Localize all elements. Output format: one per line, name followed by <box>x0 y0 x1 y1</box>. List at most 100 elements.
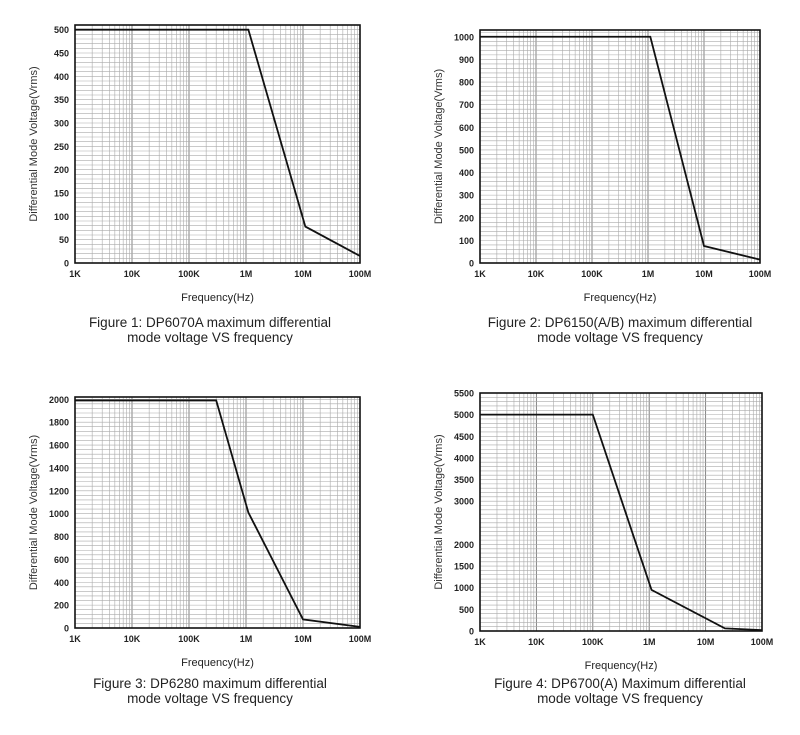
x-tick-label: 100K <box>178 269 200 279</box>
grid <box>479 392 762 632</box>
y-tick-label: 100 <box>459 236 474 246</box>
chart-2: 0 100 200 300 400 500 600 700 800 900 1000 1K 10K 100… <box>433 29 772 304</box>
y-tick-label: 450 <box>54 49 69 59</box>
x-tick-label: 10M <box>294 269 312 279</box>
y-tick-label: 1200 <box>49 486 69 496</box>
y-axis-label: Differential Mode Voltage(Vrms) <box>28 435 40 590</box>
y-tick-label: 1500 <box>454 562 474 572</box>
x-tick-label: 1M <box>642 269 655 279</box>
plot-frame <box>479 29 761 264</box>
x-tick-label: 1K <box>69 634 81 644</box>
series-line <box>75 28 361 257</box>
x-tick-label: 1K <box>69 269 81 279</box>
y-tick-label: 300 <box>459 191 474 201</box>
caption-line: mode voltage VS frequency <box>537 691 703 706</box>
y-tick-label: 400 <box>54 72 69 82</box>
y-tick-label: 200 <box>459 213 474 223</box>
y-tick-label: 100 <box>54 212 69 222</box>
caption-line: Figure 4: DP6700(A) Maximum differential <box>494 676 746 691</box>
y-tick-label: 0 <box>469 627 474 637</box>
y-tick-label: 1000 <box>49 509 69 519</box>
x-tick-label: 1K <box>474 637 486 647</box>
x-axis-label: Frequency(Hz) <box>584 292 657 304</box>
x-tick-label: 1K <box>474 269 486 279</box>
series-line <box>480 35 761 261</box>
caption-line: Figure 1: DP6070A maximum differential <box>88 315 332 330</box>
x-tick-label: 1M <box>240 269 253 279</box>
y-tick-label: 0 <box>64 259 69 269</box>
y-tick-label: 2000 <box>49 395 69 405</box>
y-tick-label: 0 <box>469 259 474 269</box>
y-axis-label: Differential Mode Voltage(Vrms) <box>433 69 445 224</box>
x-tick-label: 10M <box>695 269 713 279</box>
caption-line: mode voltage VS frequency <box>127 691 293 706</box>
y-tick-label: 500 <box>54 25 69 35</box>
y-tick-label: 5000 <box>454 410 474 420</box>
grid <box>74 397 360 629</box>
y-tick-label: 800 <box>459 78 474 88</box>
y-tick-label: 2000 <box>454 540 474 550</box>
x-tick-label: 10K <box>124 269 141 279</box>
x-tick-label: 10K <box>528 269 545 279</box>
caption-1: Figure 1: DP6070A maximum differential mo… <box>20 315 400 345</box>
caption-3: Figure 3: DP6280 maximum differential mod… <box>20 676 400 706</box>
y-tick-label: 3500 <box>454 475 474 485</box>
caption-line: Figure 2: DP6150(A/B) maximum differenti… <box>487 315 753 330</box>
x-axis-label: Frequency(Hz) <box>585 660 658 672</box>
caption-line: Figure 3: DP6280 maximum differential <box>93 676 327 691</box>
chart-4: 0 500 1000 1500 2000 3000 3500 4000 4500 5000 5500… <box>433 389 773 673</box>
x-tick-label: 10M <box>294 634 312 644</box>
y-tick-label: 200 <box>54 165 69 175</box>
plot-frame <box>74 396 361 629</box>
grid <box>74 24 360 264</box>
x-tick-label: 100M <box>751 637 774 647</box>
y-tick-label: 0 <box>64 624 69 634</box>
y-tick-label: 5500 <box>454 389 474 399</box>
y-tick-label: 600 <box>459 123 474 133</box>
chart-3: 0 200 400 600 800 1000 1200 1400 1600 1800 2000 1K 1… <box>28 395 371 669</box>
y-tick-label: 3000 <box>454 497 474 507</box>
y-tick-label: 700 <box>459 100 474 110</box>
x-axis-label: Frequency(Hz) <box>181 292 254 304</box>
y-tick-label: 400 <box>459 168 474 178</box>
y-tick-label: 1000 <box>454 32 474 42</box>
y-tick-label: 250 <box>54 142 69 152</box>
y-tick-label: 200 <box>54 601 69 611</box>
caption-line: mode voltage VS frequency <box>127 330 293 345</box>
y-tick-label: 400 <box>54 578 69 588</box>
x-tick-label: 100K <box>581 269 603 279</box>
y-tick-label: 800 <box>54 532 69 542</box>
x-tick-label: 1M <box>643 637 656 647</box>
y-tick-label: 350 <box>54 95 69 105</box>
plot-frame <box>479 392 763 632</box>
y-tick-label: 900 <box>459 55 474 65</box>
y-tick-label: 150 <box>54 189 69 199</box>
y-axis-label: Differential Mode Voltage(Vrms) <box>433 434 445 589</box>
x-tick-label: 10K <box>528 637 545 647</box>
x-tick-label: 10K <box>124 634 141 644</box>
y-tick-label: 500 <box>459 145 474 155</box>
x-tick-label: 1M <box>240 634 253 644</box>
y-tick-label: 1400 <box>49 463 69 473</box>
x-tick-label: 100M <box>349 634 372 644</box>
x-tick-label: 100M <box>749 269 772 279</box>
grid <box>479 30 760 264</box>
x-tick-label: 100K <box>178 634 200 644</box>
plot-frame <box>74 24 361 264</box>
y-tick-label: 1800 <box>49 418 69 428</box>
x-tick-label: 10M <box>697 637 715 647</box>
chart-1: 0 50 100 150 200 250 300 350 400 450 500 1K 10K 100K 1… <box>28 24 371 304</box>
caption-4: Figure 4: DP6700(A) Maximum differential… <box>430 676 800 706</box>
y-tick-label: 300 <box>54 119 69 129</box>
y-tick-label: 600 <box>54 555 69 565</box>
x-tick-label: 100K <box>582 637 604 647</box>
x-axis-label: Frequency(Hz) <box>181 657 254 669</box>
caption-line: mode voltage VS frequency <box>537 330 703 345</box>
y-tick-label: 4500 <box>454 432 474 442</box>
y-tick-label: 50 <box>59 235 69 245</box>
y-tick-label: 1600 <box>49 441 69 451</box>
y-tick-label: 1000 <box>454 583 474 593</box>
series-line <box>480 413 763 632</box>
